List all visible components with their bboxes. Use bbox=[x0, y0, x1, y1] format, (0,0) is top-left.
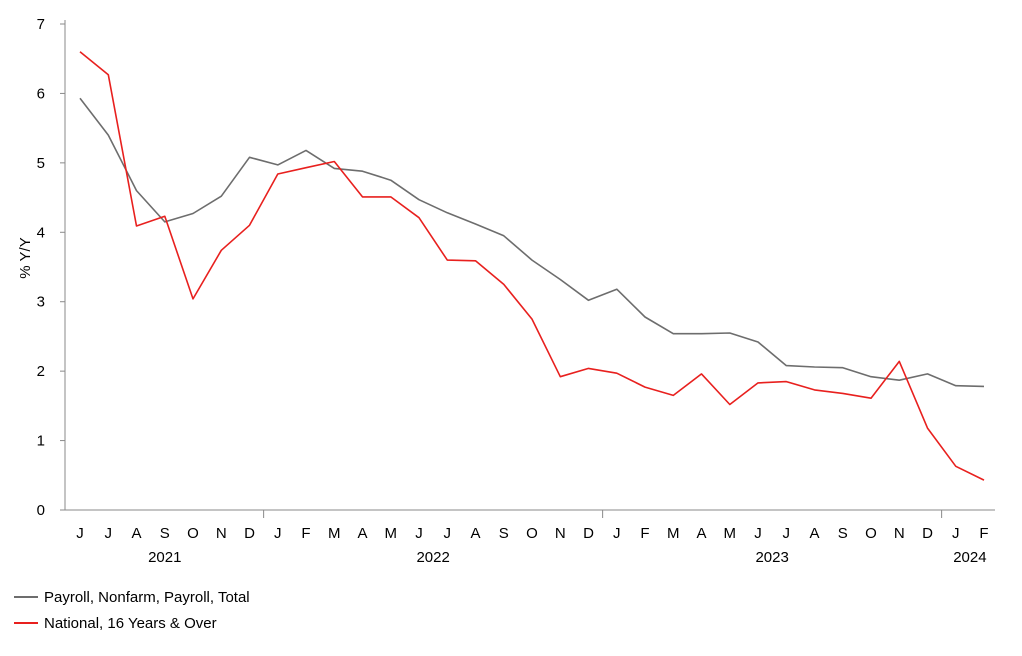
legend-label-payroll: Payroll, Nonfarm, Payroll, Total bbox=[44, 588, 250, 606]
x-tick-label: M bbox=[328, 525, 341, 542]
x-tick-label: D bbox=[244, 525, 255, 542]
year-label: 2023 bbox=[755, 549, 788, 566]
year-label: 2024 bbox=[953, 549, 986, 566]
x-tick-label: J bbox=[105, 525, 113, 542]
x-tick-label: J bbox=[952, 525, 960, 542]
y-tick-label: 3 bbox=[37, 294, 45, 311]
x-tick-label: A bbox=[470, 525, 480, 542]
x-tick-label: M bbox=[667, 525, 680, 542]
legend-label-national: National, 16 Years & Over bbox=[44, 614, 217, 632]
year-labels: 2021 2022 2023 2024 bbox=[148, 549, 987, 566]
x-tick-label: J bbox=[444, 525, 452, 542]
y-axis-label: % Y/Y bbox=[17, 237, 34, 278]
x-tick-label: A bbox=[696, 525, 706, 542]
x-tick-label: S bbox=[499, 525, 509, 542]
x-tick-label: J bbox=[274, 525, 282, 542]
x-tick-label: O bbox=[526, 525, 538, 542]
x-tick-label: D bbox=[922, 525, 933, 542]
y-axis-ticks: 0 1 2 3 4 5 6 7 bbox=[37, 16, 65, 519]
year-label: 2021 bbox=[148, 549, 181, 566]
legend-swatch-national bbox=[14, 622, 38, 624]
x-tick-label: F bbox=[979, 525, 988, 542]
legend-swatch-payroll bbox=[14, 596, 38, 598]
y-tick-label: 2 bbox=[37, 363, 45, 380]
series-lines bbox=[79, 51, 985, 481]
y-tick-label: 5 bbox=[37, 155, 45, 172]
x-tick-label: A bbox=[357, 525, 367, 542]
x-tick-label: A bbox=[809, 525, 819, 542]
x-tick-label: F bbox=[301, 525, 310, 542]
x-tick-label: A bbox=[131, 525, 141, 542]
y-tick-label: 4 bbox=[37, 224, 45, 241]
x-tick-label: F bbox=[640, 525, 649, 542]
legend: Payroll, Nonfarm, Payroll, Total Nationa… bbox=[14, 584, 250, 636]
x-tick-label: J bbox=[76, 525, 84, 542]
series-line-national bbox=[79, 51, 985, 481]
x-tick-label: J bbox=[415, 525, 423, 542]
year-label: 2022 bbox=[416, 549, 449, 566]
x-tick-label: J bbox=[613, 525, 621, 542]
y-tick-label: 1 bbox=[37, 433, 45, 450]
x-tick-label: S bbox=[160, 525, 170, 542]
x-tick-label: J bbox=[754, 525, 762, 542]
series-line-payroll bbox=[79, 97, 985, 388]
x-tick-label: J bbox=[783, 525, 791, 542]
legend-item-national: National, 16 Years & Over bbox=[14, 610, 250, 636]
x-tick-label: D bbox=[583, 525, 594, 542]
x-tick-label: M bbox=[724, 525, 737, 542]
x-tick-label: O bbox=[187, 525, 199, 542]
legend-item-payroll: Payroll, Nonfarm, Payroll, Total bbox=[14, 584, 250, 610]
axes bbox=[64, 20, 995, 511]
x-tick-label: S bbox=[838, 525, 848, 542]
x-tick-label: M bbox=[385, 525, 398, 542]
x-tick-label: O bbox=[865, 525, 877, 542]
x-tick-label: N bbox=[555, 525, 566, 542]
y-tick-label: 7 bbox=[37, 16, 45, 33]
x-tick-label: N bbox=[216, 525, 227, 542]
x-tick-label: N bbox=[894, 525, 905, 542]
y-tick-label: 0 bbox=[37, 502, 45, 519]
y-tick-label: 6 bbox=[37, 85, 45, 102]
